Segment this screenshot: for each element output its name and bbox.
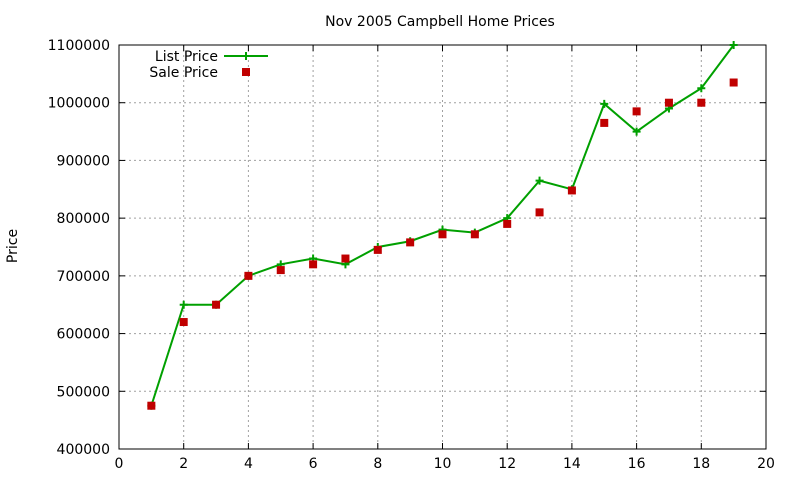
y-tick-label: 1000000: [48, 96, 110, 112]
data-point: [179, 318, 188, 327]
x-tick-label: 20: [757, 456, 775, 472]
y-tick-label: 600000: [57, 327, 110, 343]
y-tick-label: 900000: [57, 153, 110, 169]
y-tick-label: 800000: [57, 211, 110, 227]
data-point: [600, 99, 609, 108]
data-point: [697, 98, 706, 107]
data-point: [729, 78, 738, 87]
data-point: [729, 41, 738, 49]
data-point: [697, 84, 706, 93]
x-tick-label: 8: [373, 456, 382, 472]
data-point: [470, 230, 479, 239]
x-tick-label: 14: [563, 456, 581, 472]
x-tick-label: 12: [498, 456, 516, 472]
x-tick-label: 4: [244, 456, 253, 472]
data-point: [406, 238, 415, 247]
data-point: [276, 266, 285, 275]
data-point: [600, 118, 609, 127]
data-point: [632, 107, 641, 116]
x-tick-label: 6: [309, 456, 318, 472]
legend-label: Sale Price: [149, 65, 218, 81]
axes: 0 2 4 6 8 10 12 14 16 18 20 400000 500000 600000 70000…: [48, 38, 775, 472]
data-point: [244, 271, 253, 280]
data-point: [212, 300, 221, 309]
data-point: [438, 230, 447, 239]
data-point: [341, 254, 350, 263]
y-tick-label: 1100000: [48, 38, 110, 54]
data-point: [309, 260, 318, 269]
x-tick-label: 2: [179, 456, 188, 472]
x-tick-label: 0: [115, 456, 124, 472]
data-point: [373, 245, 382, 254]
x-tick-label: 10: [434, 456, 452, 472]
chart-title: Nov 2005 Campbell Home Prices: [325, 14, 555, 30]
data-point: [179, 300, 188, 309]
data-point: [503, 219, 512, 228]
data-point: [664, 98, 673, 107]
series-group: [147, 41, 738, 410]
data-point: [632, 127, 641, 136]
x-tick-label: 16: [628, 456, 646, 472]
legend-marker: [242, 52, 250, 60]
y-tick-label: 700000: [57, 269, 110, 285]
series-sale-price: [147, 78, 738, 410]
legend-marker: [242, 68, 250, 76]
y-tick-label: 400000: [57, 442, 110, 458]
y-axis-label: Price: [5, 229, 21, 263]
data-point: [147, 401, 156, 410]
legend-label: List Price: [155, 49, 218, 65]
data-point: [535, 208, 544, 217]
data-point: [567, 186, 576, 195]
x-tick-label: 18: [692, 456, 710, 472]
data-point: [535, 176, 544, 185]
y-tick-label: 500000: [57, 384, 110, 400]
